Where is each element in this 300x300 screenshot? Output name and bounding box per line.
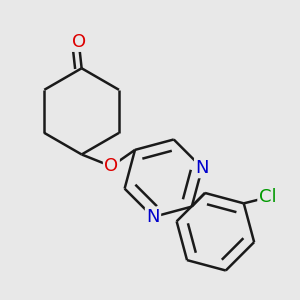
- Text: N: N: [146, 208, 160, 226]
- Text: Cl: Cl: [259, 188, 276, 206]
- Text: O: O: [72, 32, 86, 50]
- Text: N: N: [195, 159, 209, 177]
- Text: O: O: [104, 157, 118, 175]
